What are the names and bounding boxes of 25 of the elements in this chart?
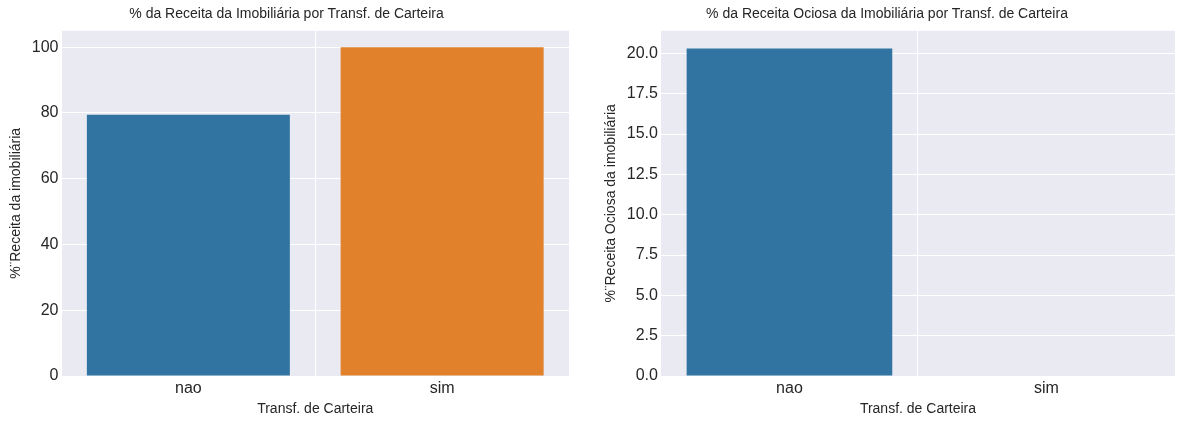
y-tick-label: 80 — [40, 103, 59, 121]
y-tick-label: 12.5 — [626, 164, 659, 182]
y-tick-label: 5.0 — [635, 285, 659, 303]
y-tick-label: 20.0 — [626, 43, 659, 61]
x-axis-title: Transf. de Carteira — [859, 400, 977, 417]
y-tick-label: 40 — [40, 234, 59, 252]
y-tick-label: 2.5 — [635, 326, 659, 344]
chart-title: % da Receita da Imobiliária por Transf. de Carteira — [129, 5, 444, 22]
y-axis-title: %¨Receita Ociosa da imobiliária — [602, 103, 619, 303]
y-tick-label: 60 — [40, 169, 59, 187]
x-tick-label: sim — [429, 379, 455, 397]
x-tick-label: nao — [175, 379, 202, 397]
y-tick-label: 20 — [40, 300, 59, 318]
y-tick-label: 7.5 — [635, 245, 659, 263]
y-tick-label: 10.0 — [626, 205, 659, 223]
x-axis-title: Transf. de Carteira — [257, 400, 374, 417]
y-tick-label: 100 — [31, 37, 59, 55]
x-tick-label: sim — [1034, 379, 1059, 397]
y-tick-label: 0.0 — [635, 366, 659, 384]
y-tick-label: 15.0 — [626, 124, 659, 142]
chart-title: % da Receita Ociosa da Imobiliária por Transf. de Carteira — [706, 5, 1069, 22]
y-tick-label: 0 — [49, 366, 59, 384]
y-tick-label: 17.5 — [626, 84, 659, 102]
x-tick-label: nao — [776, 379, 803, 397]
y-axis-title: %¨Receita da imobiliária — [7, 127, 24, 279]
